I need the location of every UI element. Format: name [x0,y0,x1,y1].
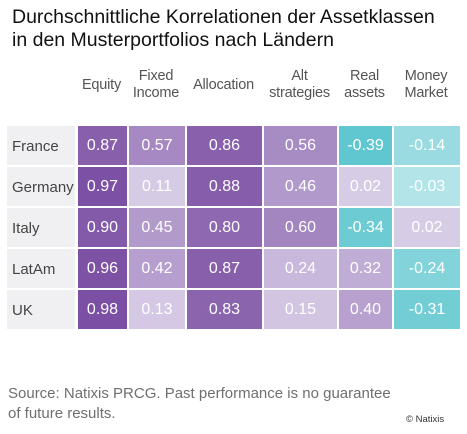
copyright: © Natixis [406,414,445,425]
chart-title: Durchschnittliche Korrelationen der Asse… [12,6,435,52]
heatmap-cell: 0.88 [185,167,262,208]
heatmap-cell: -0.24 [392,249,460,290]
row-label: Italy [12,220,40,237]
row-label: UK [12,302,33,319]
heatmap-cell: 0.45 [127,208,185,249]
row-label-band [7,290,75,331]
source-note: Source: Natixis PRCG. Past performance i… [8,384,448,424]
heatmap-cell: 0.13 [127,290,185,331]
column-header: Money Market [392,68,460,102]
row-label: Germany [12,179,74,196]
column-header: Fixed Income [127,68,185,102]
heatmap-cell: 0.96 [76,249,127,290]
column-header: Equity [76,77,127,94]
column-header-line: strategies [269,85,330,101]
row-label-band [7,208,75,249]
heatmap-cell: -0.34 [337,208,392,249]
row-label-band [7,167,75,208]
heatmap-cell: 0.97 [76,167,127,208]
column-header: Real assets [337,68,392,102]
heatmap-cell: 0.80 [185,208,262,249]
heatmap-cell: 0.56 [262,126,337,167]
heatmap-cell: -0.39 [337,126,392,167]
chart-title-line-2: in den Musterportfolios nach Ländern [12,29,334,51]
heatmap-cell: 0.90 [76,208,127,249]
heatmap-cell: 0.24 [262,249,337,290]
heatmap-cell: 0.15 [262,290,337,331]
row-label-band [7,249,75,290]
heatmap-cell: 0.87 [76,126,127,167]
heatmap-cell: 0.60 [262,208,337,249]
source-note-line-2: of future results. [8,405,116,422]
heatmap-cell: -0.14 [392,126,460,167]
heatmap-cell: 0.02 [392,208,460,249]
chart-title-line-1: Durchschnittliche Korrelationen der Asse… [12,6,435,28]
heatmap-cell: 0.32 [337,249,392,290]
heatmap-cell: 0.40 [337,290,392,331]
heatmap-cell: 0.42 [127,249,185,290]
heatmap-cell: 0.87 [185,249,262,290]
column-header: Alt strategies [262,68,337,102]
heatmap-cell: 0.02 [337,167,392,208]
row-label: LatAm [12,261,56,278]
column-header-line: assets [344,85,385,101]
heatmap-cell: 0.11 [127,167,185,208]
heatmap-cell: 0.98 [76,290,127,331]
column-header-line: Income [132,85,180,101]
row-label: France [12,138,59,155]
column-header-line: Equity [81,77,122,93]
column-header-line: Real [349,68,380,84]
column-header-line: Allocation [193,77,254,93]
column-header-line: Fixed [138,68,174,84]
heatmap-cell: -0.31 [392,290,460,331]
heatmap-cell: -0.03 [392,167,460,208]
column-header-line: Money [404,68,448,84]
heatmap-cell: 0.83 [185,290,262,331]
column-header-line: Market [404,85,448,101]
source-note-line-1: Source: Natixis PRCG. Past performance i… [8,385,391,402]
column-header-line: Alt [291,68,308,84]
heatmap-cell: 0.57 [127,126,185,167]
column-header: Allocation [185,77,262,94]
heatmap-cell: 0.46 [262,167,337,208]
heatmap-cell: 0.86 [185,126,262,167]
row-label-band [7,126,75,167]
